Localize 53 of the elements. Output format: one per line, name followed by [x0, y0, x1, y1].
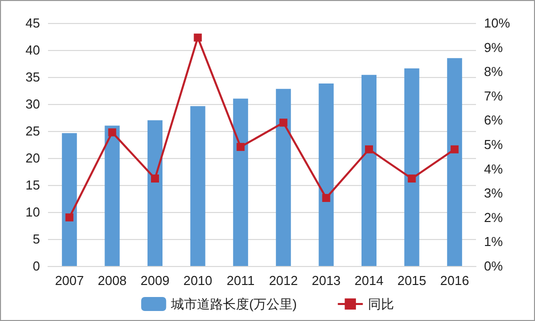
y2-tick-label: 4%	[484, 161, 504, 176]
y2-tick-label: 8%	[484, 64, 504, 80]
y2-tick-label: 0%	[484, 258, 504, 274]
point	[450, 145, 459, 154]
y-tick-label: 15	[26, 178, 40, 192]
bar	[362, 74, 376, 266]
point	[365, 145, 373, 154]
bar	[276, 88, 291, 266]
point	[151, 174, 159, 183]
y2-tick-label: 9%	[484, 40, 504, 55]
y-tick-label: 5	[32, 232, 40, 246]
x-tick-label: 2008	[98, 273, 127, 288]
y2-tick-label: 5%	[484, 137, 504, 152]
y-tick-label: 40	[26, 42, 40, 58]
y2-tick-label: 10%	[484, 16, 510, 30]
y-tick-label: 30	[26, 96, 40, 112]
point	[65, 213, 74, 222]
point	[279, 118, 288, 127]
x-tick-label: 2007	[54, 273, 84, 288]
bar	[233, 98, 248, 266]
bar	[104, 126, 120, 266]
y2-tick-label: 6%	[484, 112, 504, 128]
y-tick-label: 45	[26, 16, 40, 30]
y2-tick-label: 1%	[484, 234, 504, 250]
x-tick-label: 2009	[140, 273, 170, 288]
point	[108, 128, 116, 136]
legend-label: 同比	[368, 296, 394, 312]
y2-tick-label: 7%	[484, 88, 504, 104]
x-tick-label: 2010	[183, 273, 212, 288]
y-tick-label: 10	[26, 204, 40, 220]
point	[194, 34, 202, 42]
point	[236, 142, 245, 151]
bar	[404, 68, 420, 266]
bar	[190, 106, 206, 266]
y2-tick-label: 3%	[484, 186, 504, 201]
point	[408, 174, 416, 183]
x-tick-label: 2011	[226, 273, 255, 288]
x-tick-label: 2015	[397, 273, 426, 288]
x-tick-label: 2013	[312, 273, 341, 288]
legend-label: 城市道路长度(万公里)	[170, 296, 297, 312]
y-tick-label: 20	[26, 150, 40, 166]
x-tick-label: 2014	[354, 273, 384, 288]
bar	[447, 58, 462, 266]
point	[322, 194, 330, 202]
y-tick-label: 35	[26, 70, 40, 84]
bar	[62, 133, 77, 266]
x-tick-label: 2012	[268, 273, 298, 288]
y-tick-label: 25	[26, 124, 40, 138]
y-tick-label: 0	[32, 258, 40, 274]
bar	[148, 120, 162, 266]
y2-tick-label: 2%	[484, 210, 504, 225]
x-tick-label: 2016	[440, 273, 470, 288]
bar	[318, 83, 334, 266]
